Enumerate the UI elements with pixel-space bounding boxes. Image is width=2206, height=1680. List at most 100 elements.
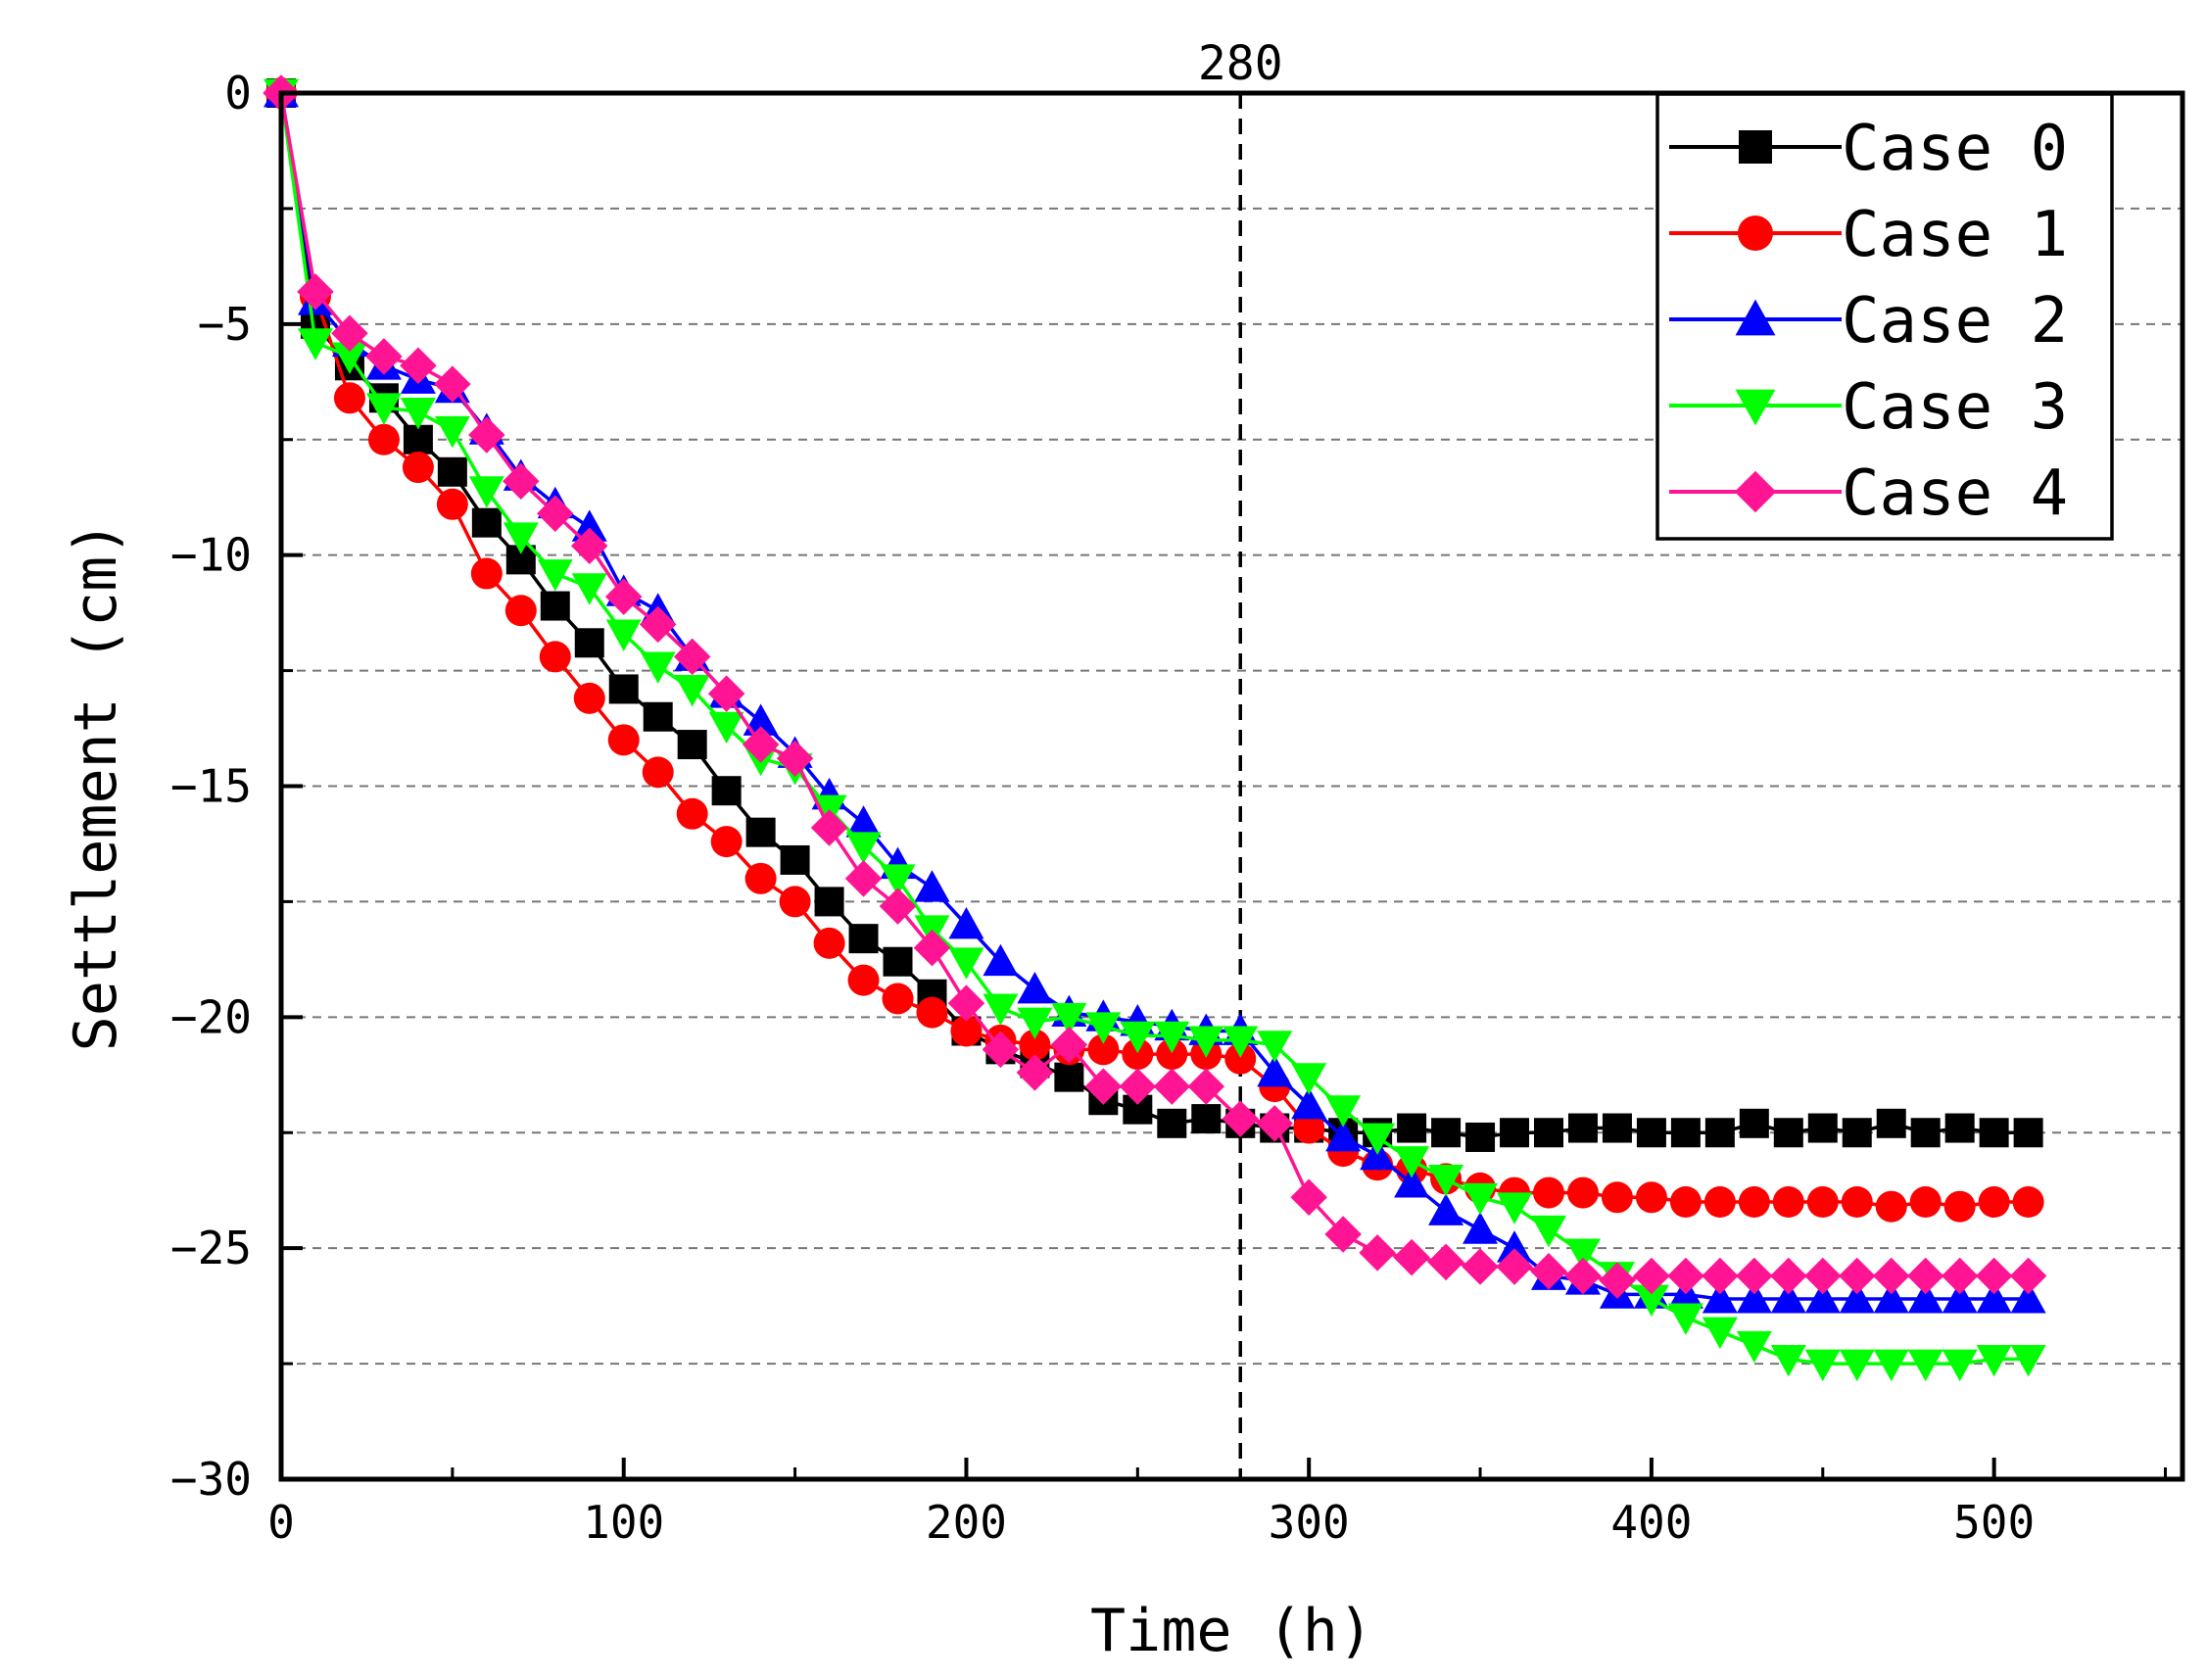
data-point (1942, 1281, 1978, 1314)
data-point (1156, 1038, 1188, 1071)
data-point (573, 682, 605, 714)
data-point (745, 817, 776, 847)
data-point (642, 756, 674, 789)
data-point (2010, 1281, 2046, 1314)
data-point (331, 314, 368, 353)
data-point (1839, 1349, 1875, 1382)
data-point (1187, 1068, 1225, 1105)
data-point (1257, 1031, 1293, 1063)
data-point (1054, 1062, 1084, 1092)
data-point (847, 964, 880, 996)
data-point (639, 605, 677, 644)
data-point (1051, 1002, 1087, 1035)
data-point (1770, 1344, 1806, 1377)
x-tick-label: 500 (1953, 1496, 2035, 1549)
data-point (1702, 1317, 1738, 1350)
y-tick-label: −25 (170, 1222, 252, 1274)
data-point (1017, 1007, 1053, 1040)
data-point (1599, 1262, 1636, 1299)
data-point (436, 488, 468, 520)
data-point (1016, 1054, 1054, 1091)
data-point (708, 711, 744, 744)
data-point (844, 860, 883, 897)
data-point (643, 701, 673, 732)
data-point (1907, 1349, 1943, 1382)
data-point (1119, 1068, 1157, 1105)
data-point (1291, 1086, 1327, 1120)
data-point (1804, 1349, 1841, 1382)
data-point (742, 726, 780, 763)
data-point (365, 338, 403, 375)
data-point (711, 776, 742, 806)
data-point (1325, 1119, 1362, 1152)
data-point (437, 456, 467, 487)
data-point (677, 730, 707, 760)
data-point (2009, 1257, 2047, 1295)
y-tick-label: −15 (170, 760, 252, 813)
data-point (1017, 972, 1053, 1004)
data-point (1842, 1118, 1872, 1148)
data-point (470, 557, 503, 590)
legend-label: Case 3 (1842, 371, 2068, 444)
data-point (1738, 1186, 1770, 1218)
data-point (1224, 1042, 1257, 1075)
legend-entry: Case 3 (1669, 371, 2068, 444)
data-point (333, 382, 365, 414)
legend-box (1655, 92, 2114, 541)
data-point (608, 674, 639, 704)
data-point (1979, 1118, 2009, 1148)
axis-ticks: 0 100 200 300 400 500 0 −5 −10 −15 −20 −25 −30 (170, 67, 2168, 1549)
x-tick-label: 100 (583, 1496, 664, 1549)
data-point (1807, 1113, 1838, 1143)
y-tick-label: −5 (198, 298, 252, 351)
data-point (403, 424, 433, 455)
data-point (1257, 1054, 1293, 1087)
series-case-4 (263, 74, 2047, 1299)
series-case-3 (264, 78, 2046, 1382)
data-point (1222, 1100, 1259, 1137)
data-point (1496, 1248, 1533, 1285)
data-point (810, 809, 848, 846)
data-point (640, 651, 676, 684)
legend-entry: Case 0 (1669, 113, 2068, 185)
data-point (2012, 1186, 2044, 1218)
x-tick-label: 300 (1269, 1496, 1350, 1549)
data-point (365, 393, 402, 425)
data-point (1875, 1190, 1907, 1223)
data-point (1772, 1186, 1804, 1218)
data-point (1669, 1186, 1702, 1218)
data-point (1907, 1281, 1943, 1314)
data-point (1601, 1181, 1633, 1214)
series-line (279, 92, 2029, 1139)
data-point (1431, 1118, 1462, 1148)
data-point (607, 724, 640, 756)
data-point (1291, 1063, 1327, 1095)
data-point (1463, 1212, 1499, 1244)
data-point (331, 342, 367, 374)
data-point (1122, 1038, 1154, 1071)
data-point (1256, 1105, 1293, 1142)
data-point (297, 273, 334, 311)
data-point (1154, 1021, 1190, 1054)
reference-line-label: 280 (1198, 36, 1283, 91)
data-point (673, 638, 711, 676)
legend-label: Case 4 (1842, 457, 2068, 530)
data-point (605, 619, 642, 651)
data-point (1394, 1166, 1430, 1198)
x-tick-label: 400 (1610, 1496, 1692, 1549)
data-point (1839, 1257, 1876, 1295)
data-point (1909, 1186, 1942, 1218)
data-point (879, 888, 917, 925)
x-tick-label: 200 (926, 1496, 1007, 1549)
data-point (1463, 1182, 1499, 1216)
data-point (537, 559, 573, 592)
data-point (1465, 1122, 1496, 1152)
data-point (1978, 1186, 2010, 1218)
data-point (676, 797, 708, 830)
y-tick-label: −30 (170, 1453, 252, 1506)
data-point (503, 522, 539, 554)
data-series (263, 74, 2047, 1382)
data-point (916, 996, 948, 1029)
data-point (1670, 1118, 1701, 1148)
data-point (1702, 1281, 1738, 1314)
